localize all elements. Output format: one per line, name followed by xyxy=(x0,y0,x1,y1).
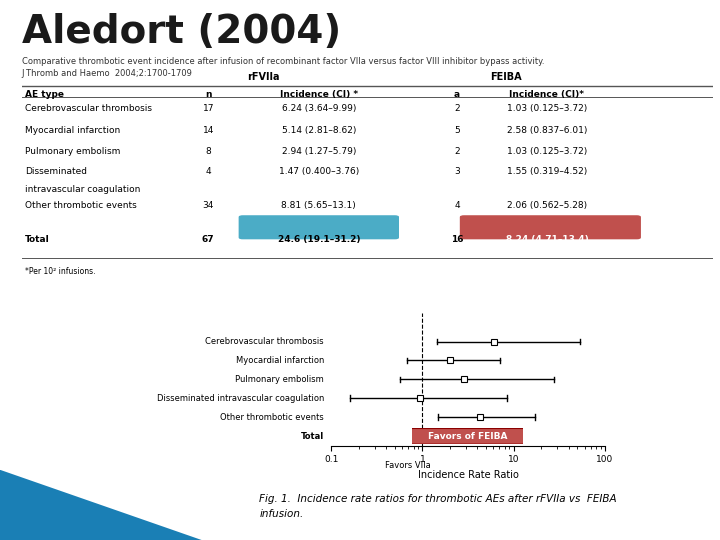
Text: Myocardial infarction: Myocardial infarction xyxy=(235,356,324,365)
Text: 1.03 (0.125–3.72): 1.03 (0.125–3.72) xyxy=(507,104,587,113)
Text: 24.6 (19.1–31.2): 24.6 (19.1–31.2) xyxy=(278,235,360,244)
Text: Pulmonary embolism: Pulmonary embolism xyxy=(235,375,324,384)
Text: Incidence (CI)*: Incidence (CI)* xyxy=(510,90,585,99)
Text: Cerebrovascular thrombosis: Cerebrovascular thrombosis xyxy=(205,337,324,346)
Text: Other thrombotic events: Other thrombotic events xyxy=(220,413,324,422)
Text: intravascular coagulation: intravascular coagulation xyxy=(25,185,140,194)
Text: 6.24 (3.64–9.99): 6.24 (3.64–9.99) xyxy=(282,104,356,113)
Text: 1.03 (0.125–3.72): 1.03 (0.125–3.72) xyxy=(507,147,587,156)
FancyBboxPatch shape xyxy=(239,216,398,239)
Text: 5.14 (2.81–8.62): 5.14 (2.81–8.62) xyxy=(282,126,356,136)
Text: FEIBA: FEIBA xyxy=(490,72,521,82)
Text: Favors VIIa: Favors VIIa xyxy=(385,461,431,470)
Polygon shape xyxy=(0,470,202,540)
Text: 67: 67 xyxy=(202,235,215,244)
Text: rFVIIa: rFVIIa xyxy=(247,72,280,82)
Text: Disseminated: Disseminated xyxy=(25,167,87,176)
FancyBboxPatch shape xyxy=(461,216,640,239)
Text: 2: 2 xyxy=(454,147,460,156)
Text: Pulmonary embolism: Pulmonary embolism xyxy=(25,147,120,156)
Text: 4: 4 xyxy=(205,167,211,176)
Text: 1.55 (0.319–4.52): 1.55 (0.319–4.52) xyxy=(507,167,587,176)
Text: 8.24 (4.71–13.4): 8.24 (4.71–13.4) xyxy=(505,235,588,244)
Text: 8.81 (5.65–13.1): 8.81 (5.65–13.1) xyxy=(282,201,356,210)
Text: 34: 34 xyxy=(202,201,214,210)
Text: Total: Total xyxy=(25,235,50,244)
Text: 17: 17 xyxy=(202,104,214,113)
Text: Other thrombotic events: Other thrombotic events xyxy=(25,201,137,210)
Text: Aledort (2004): Aledort (2004) xyxy=(22,14,341,51)
Text: 2: 2 xyxy=(454,104,460,113)
Text: 16: 16 xyxy=(451,235,463,244)
Text: 2.94 (1.27–5.79): 2.94 (1.27–5.79) xyxy=(282,147,356,156)
Text: a: a xyxy=(454,90,460,99)
X-axis label: Incidence Rate Ratio: Incidence Rate Ratio xyxy=(418,470,518,480)
Text: *Per 10² infusions.: *Per 10² infusions. xyxy=(25,267,96,276)
Text: 2.06 (0.562–5.28): 2.06 (0.562–5.28) xyxy=(507,201,587,210)
Text: 8: 8 xyxy=(205,147,211,156)
Text: 5: 5 xyxy=(454,126,460,136)
Text: Myocardial infarction: Myocardial infarction xyxy=(25,126,120,136)
Text: J Thromb and Haemo  2004;2:1700-1709: J Thromb and Haemo 2004;2:1700-1709 xyxy=(22,69,192,78)
Text: Disseminated intravascular coagulation: Disseminated intravascular coagulation xyxy=(157,394,324,403)
Text: Total: Total xyxy=(301,431,324,441)
Text: Favors of FEIBA: Favors of FEIBA xyxy=(428,432,508,441)
Text: 1.47 (0.400–3.76): 1.47 (0.400–3.76) xyxy=(279,167,359,176)
Text: Fig. 1.  Incidence rate ratios for thrombotic AEs after rFVIIa vs  FEIBA: Fig. 1. Incidence rate ratios for thromb… xyxy=(259,494,617,504)
Text: Incidence (CI) *: Incidence (CI) * xyxy=(280,90,358,99)
Text: 14: 14 xyxy=(202,126,214,136)
Text: 3: 3 xyxy=(454,167,460,176)
Text: Comparative thrombotic event incidence after infusion of recombinant factor VIIa: Comparative thrombotic event incidence a… xyxy=(22,57,544,66)
Text: infusion.: infusion. xyxy=(259,509,303,519)
Text: 4: 4 xyxy=(454,201,460,210)
FancyBboxPatch shape xyxy=(408,428,527,444)
Text: 2.58 (0.837–6.01): 2.58 (0.837–6.01) xyxy=(507,126,587,136)
Text: Cerebrovascular thrombosis: Cerebrovascular thrombosis xyxy=(25,104,152,113)
Text: AE type: AE type xyxy=(25,90,64,99)
Text: n: n xyxy=(205,90,212,99)
